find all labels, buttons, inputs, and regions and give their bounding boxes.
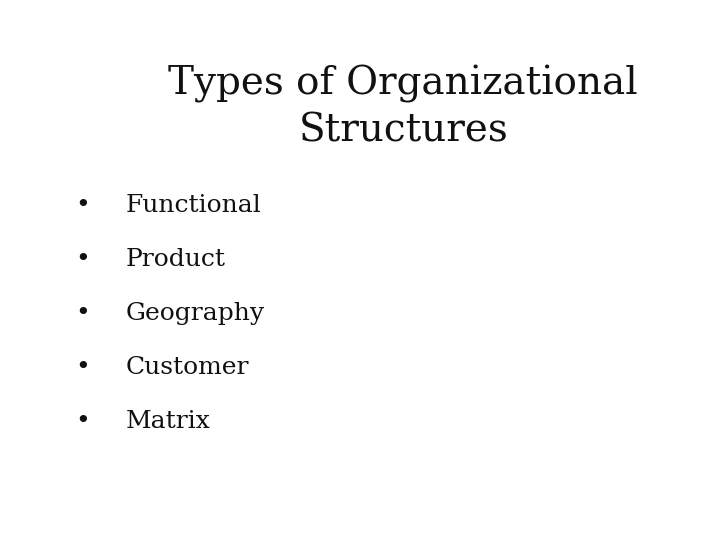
Text: Types of Organizational
Structures: Types of Organizational Structures	[168, 65, 638, 150]
Text: Functional: Functional	[126, 194, 262, 217]
Text: •: •	[76, 194, 90, 217]
Text: Matrix: Matrix	[126, 410, 211, 433]
Text: •: •	[76, 410, 90, 433]
Text: •: •	[76, 356, 90, 379]
Text: Product: Product	[126, 248, 226, 271]
Text: Geography: Geography	[126, 302, 265, 325]
Text: Customer: Customer	[126, 356, 250, 379]
Text: •: •	[76, 302, 90, 325]
Text: •: •	[76, 248, 90, 271]
